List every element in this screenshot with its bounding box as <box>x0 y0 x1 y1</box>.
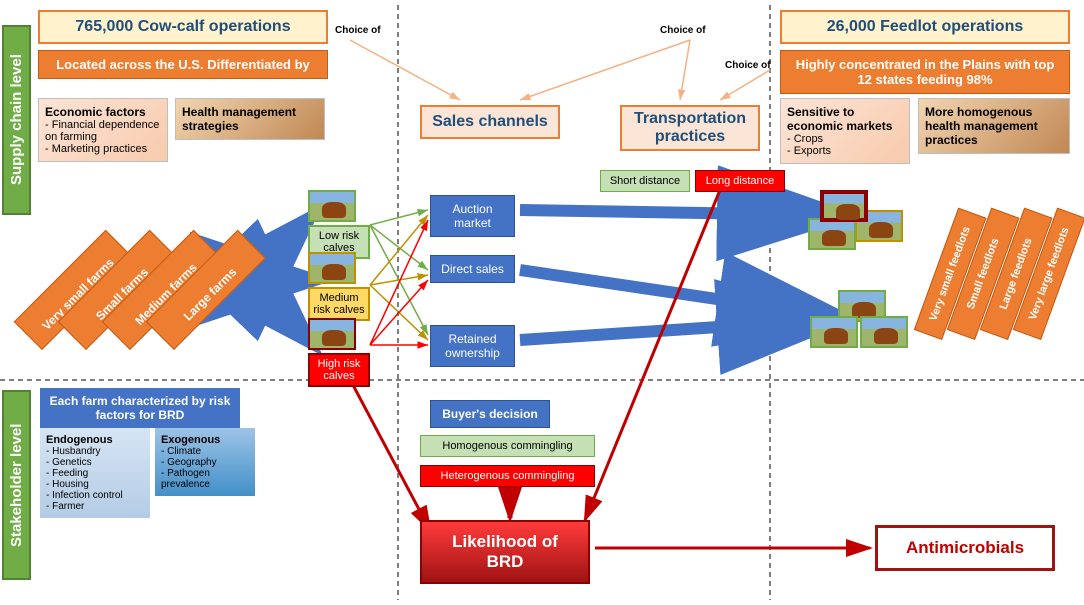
cowcalf-health-title: Health management strategies <box>182 105 296 133</box>
retained-ownership: Retained ownership <box>430 325 515 367</box>
choice-label-1: Choice of <box>335 25 381 36</box>
high-risk-img <box>308 318 356 355</box>
feedlot-title: 26,000 Feedlot operations <box>780 10 1070 44</box>
feedlot-subtitle: Highly concentrated in the Plains with t… <box>780 50 1070 94</box>
direct-sales: Direct sales <box>430 255 515 283</box>
antimicrobials: Antimicrobials <box>875 525 1055 571</box>
feedlot-health-title: More homogenous health management practi… <box>925 105 1038 147</box>
exogenous-box: Exogenous - Climate - Geography - Pathog… <box>155 428 255 496</box>
endogenous-items: - Husbandry - Genetics - Feeding - Housi… <box>46 446 123 512</box>
short-distance: Short distance <box>600 170 690 192</box>
cowcalf-title: 765,000 Cow-calf operations <box>38 10 328 44</box>
heterogenous-commingling: Heterogenous commingling <box>420 465 595 487</box>
long-distance: Long distance <box>695 170 785 192</box>
high-risk-label: High risk calves <box>308 353 370 387</box>
cowcalf-health-box: Health management strategies <box>175 98 325 140</box>
med-risk-img <box>308 252 356 289</box>
cowcalf-econ-items: - Financial dependence on farming - Mark… <box>45 119 159 155</box>
cowcalf-subtitle: Located across the U.S. Differentiated b… <box>38 50 328 79</box>
endogenous-box: Endogenous - Husbandry - Genetics - Feed… <box>40 428 150 518</box>
choice-label-2: Choice of <box>660 25 706 36</box>
homogenous-commingling: Homogenous commingling <box>420 435 595 457</box>
feedlot-econ-title: Sensitive to economic markets <box>787 105 892 133</box>
endogenous-title: Endogenous <box>46 434 113 446</box>
choice-label-3: Choice of <box>725 60 771 71</box>
transport-practices-title: Transportation practices <box>620 105 760 151</box>
feedlot-health-box: More homogenous health management practi… <box>918 98 1070 154</box>
stakeholder-level-label: Stakeholder level <box>2 390 31 580</box>
low-risk-img <box>308 190 356 227</box>
med-risk-label: Medium risk calves <box>308 287 370 321</box>
sales-channels-title: Sales channels <box>420 105 560 139</box>
likelihood-of-brd: Likelihood of BRD <box>420 520 590 584</box>
auction-market: Auction market <box>430 195 515 237</box>
cowcalf-econ-box: Economic factors - Financial dependence … <box>38 98 168 162</box>
feedlot-econ-box: Sensitive to economic markets - Crops - … <box>780 98 910 164</box>
characterized-by: Each farm characterized by risk factors … <box>40 388 240 428</box>
exogenous-items: - Climate - Geography - Pathogen prevale… <box>161 446 217 490</box>
cowcalf-econ-title: Economic factors <box>45 105 146 119</box>
supply-chain-level-label: Supply chain level <box>2 25 31 215</box>
feedlot-econ-items: - Crops - Exports <box>787 133 831 157</box>
exogenous-title: Exogenous <box>161 434 220 446</box>
buyers-decision: Buyer's decision <box>430 400 550 428</box>
